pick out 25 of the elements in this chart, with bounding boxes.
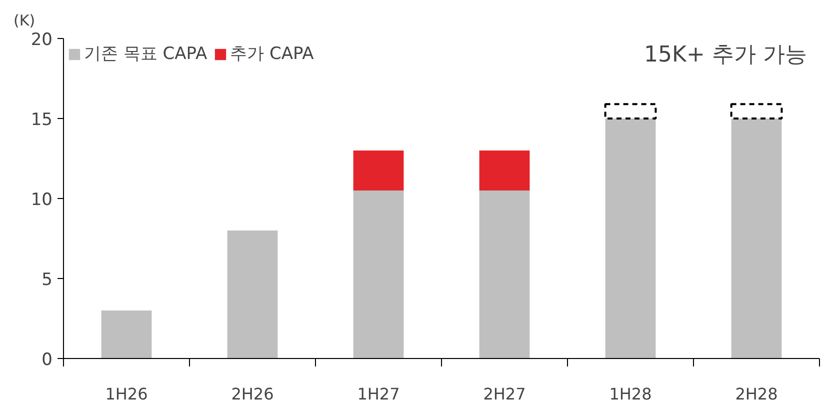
x-tick-label: 1H26 <box>105 384 148 404</box>
x-tick-label: 2H26 <box>231 384 274 404</box>
bar <box>101 310 152 358</box>
y-axis-title: (K) <box>14 12 36 30</box>
x-tick-label: 1H28 <box>609 384 652 404</box>
bar <box>604 103 657 120</box>
legend-label: 기존 목표 CAPA <box>84 43 208 65</box>
y-tick-label: 0 <box>42 350 53 370</box>
y-tick-label: 5 <box>42 270 53 290</box>
bar <box>353 190 404 358</box>
bar <box>730 103 783 120</box>
bar <box>731 118 782 358</box>
legend-label: 추가 CAPA <box>230 43 314 65</box>
bar <box>227 230 278 358</box>
bar <box>605 118 656 358</box>
annotation: 15K+ 추가 가능 <box>644 42 807 68</box>
y-tick-label: 20 <box>30 30 53 50</box>
bar <box>479 190 530 358</box>
y-tick-label: 10 <box>30 190 53 210</box>
y-tick-label: 15 <box>30 110 53 130</box>
x-tick-label: 1H27 <box>357 384 400 404</box>
bar <box>353 150 404 190</box>
bar <box>479 150 530 190</box>
x-tick-label: 2H28 <box>735 384 778 404</box>
x-tick-label: 2H27 <box>483 384 526 404</box>
